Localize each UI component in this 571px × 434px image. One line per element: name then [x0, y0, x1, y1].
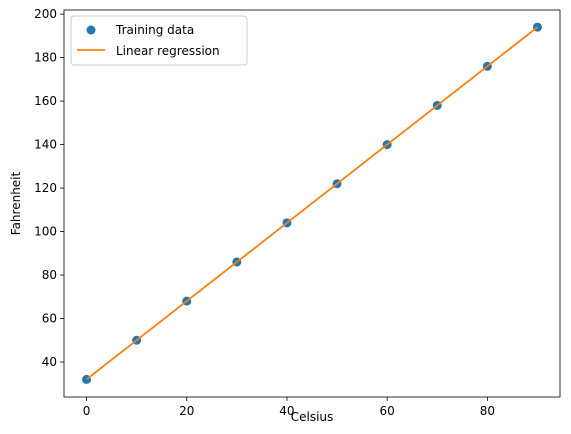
y-tick-label: 100	[34, 225, 57, 239]
x-tick-label: 0	[83, 404, 91, 418]
y-tick-label: 140	[34, 138, 57, 152]
y-tick-label: 40	[42, 355, 57, 369]
legend-marker-training-data	[86, 25, 96, 35]
y-tick-label: 180	[34, 51, 57, 65]
x-axis: 0 20 40 60 80	[83, 397, 495, 418]
legend-box	[70, 15, 248, 66]
x-tick-label: 60	[380, 404, 395, 418]
x-axis-label: Celsius	[291, 410, 334, 424]
legend-label-linear-regression: Linear regression	[116, 44, 220, 58]
y-axis-label: Fahrenheit	[9, 171, 23, 235]
y-tick-label: 160	[34, 94, 57, 108]
x-tick-label: 20	[179, 404, 194, 418]
y-tick-label: 80	[42, 268, 57, 282]
y-axis: 40 60 80 100 120 140 160 180 200	[34, 7, 64, 369]
y-tick-label: 120	[34, 181, 57, 195]
y-tick-label: 200	[34, 7, 57, 21]
series-layer	[82, 22, 542, 384]
regression-line	[85, 26, 539, 381]
legend-label-training-data: Training data	[115, 23, 194, 37]
x-tick-label: 40	[279, 404, 294, 418]
y-tick-label: 60	[42, 312, 57, 326]
plot-frame	[63, 9, 561, 398]
x-tick-label: 80	[480, 404, 495, 418]
legend: Training data Linear regression	[70, 15, 248, 66]
